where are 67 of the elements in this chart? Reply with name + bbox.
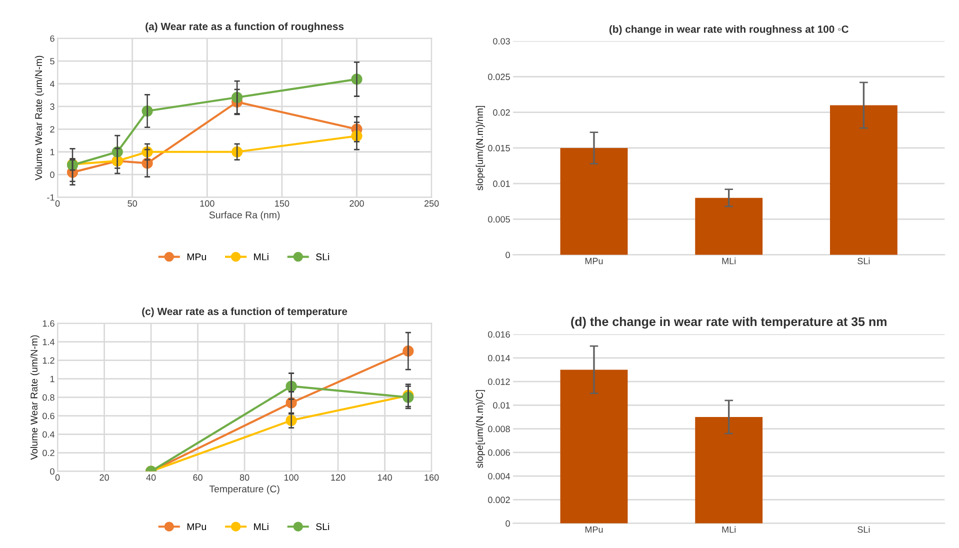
x-tick-label: MPu — [585, 526, 603, 533]
x-tick-label: 20 — [100, 474, 109, 481]
x-tick-label: SLi — [858, 258, 870, 264]
x-tick-label: 60 — [193, 474, 202, 481]
x-tick-label: 50 — [128, 200, 138, 207]
x-tick-label: 150 — [275, 200, 290, 207]
chart-title: (a) Wear rate as a function of roughness — [146, 22, 344, 32]
bar — [830, 105, 898, 255]
y-tick-label: 0.005 — [488, 216, 510, 223]
y-axis-title: Volume Wear Rate (um/N-m) — [34, 56, 44, 180]
x-axis-title: Surface Ra (nm) — [209, 211, 280, 220]
x-tick-label: SLi — [858, 526, 870, 533]
x-tick-label: MLi — [722, 526, 736, 533]
y-tick-label: 0.006 — [488, 449, 510, 456]
y-tick-label: 0 — [50, 172, 54, 178]
y-tick-label: 1 — [50, 376, 54, 382]
chart-title: (b) change in wear rate with roughness at 100 ◦C — [609, 25, 848, 35]
y-tick-label: 0.01 — [493, 180, 510, 187]
y-tick-label: 6 — [50, 35, 54, 42]
y-tick-label: 3 — [50, 103, 54, 110]
y-tick-label: 0.008 — [488, 426, 510, 432]
y-tick-label: 0.025 — [488, 74, 510, 80]
y-tick-label: 0.015 — [488, 144, 510, 152]
x-tick-label: 100 — [200, 200, 214, 207]
y-axis-title: slope[um/(N.m)/nm] — [476, 106, 485, 190]
y-tick-label: 2 — [50, 126, 54, 132]
y-tick-label: 0 — [506, 252, 510, 258]
y-tick-label: 0.01 — [493, 402, 510, 409]
y-tick-label: -1 — [47, 194, 54, 201]
x-tick-label: 120 — [331, 474, 346, 481]
y-tick-label: 0.6 — [42, 412, 54, 420]
x-tick-label: 80 — [240, 474, 250, 481]
chart-title: (d) the change in wear rate with temperature at 35 nm — [571, 316, 886, 329]
x-tick-label: MLi — [722, 258, 736, 264]
x-axis-title: Temperature (C) — [209, 485, 280, 494]
x-tick-label: 200 — [350, 200, 364, 207]
y-tick-label: 0.03 — [493, 38, 510, 44]
x-tick-label: 0 — [55, 474, 60, 481]
x-tick-label: 40 — [146, 474, 156, 481]
y-tick-label: 0.004 — [488, 473, 510, 480]
y-tick-label: 5 — [50, 58, 54, 64]
y-tick-label: 0.016 — [488, 331, 510, 338]
y-tick-label: 0.012 — [488, 378, 510, 385]
y-axis-title: Volume Wear Rate (um/N-m) — [30, 335, 40, 460]
y-tick-label: 0.4 — [42, 431, 54, 438]
y-tick-label: 0.02 — [493, 109, 510, 116]
y-tick-label: 1.6 — [42, 320, 54, 327]
y-axis-title: slope[um/(N.m)/C] — [476, 390, 485, 468]
y-tick-label: 0.014 — [488, 354, 510, 362]
x-tick-label: 140 — [378, 474, 392, 481]
x-tick-label: MPu — [585, 258, 603, 264]
bar — [560, 148, 628, 255]
x-tick-label: 100 — [284, 474, 298, 481]
y-tick-label: 1.4 — [42, 338, 54, 346]
y-tick-label: 1.2 — [42, 357, 54, 364]
y-tick-label: 4 — [50, 80, 54, 88]
bar — [695, 198, 763, 255]
chart-title: (c) Wear rate as a function of temperature — [142, 307, 348, 318]
x-tick-label: 250 — [424, 200, 439, 207]
y-tick-label: 1 — [50, 148, 54, 156]
y-tick-label: 0 — [506, 520, 510, 527]
y-tick-label: 0.2 — [42, 450, 54, 456]
x-tick-label: 0 — [55, 200, 60, 207]
x-tick-label: 160 — [424, 474, 439, 481]
y-tick-label: 0.002 — [488, 496, 510, 504]
y-tick-label: 0.8 — [42, 394, 54, 401]
y-tick-label: 0 — [50, 468, 54, 475]
